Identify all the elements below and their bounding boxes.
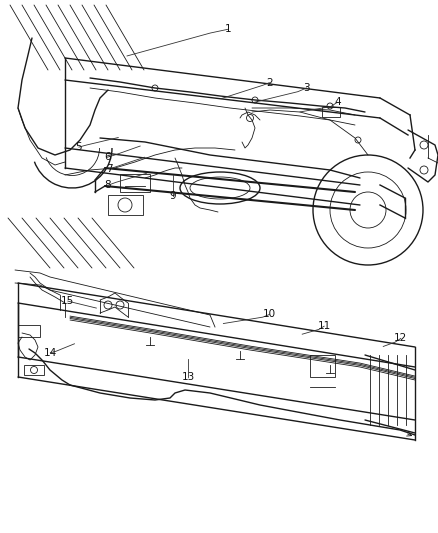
Text: 3: 3 (303, 83, 310, 93)
Bar (24, 365, 44, 375)
Text: 15: 15 (61, 296, 74, 306)
Text: 2: 2 (266, 78, 273, 87)
Bar (310, 355, 335, 377)
Bar (108, 195, 143, 215)
Text: 1: 1 (224, 25, 231, 34)
Bar (120, 174, 150, 192)
Text: 14: 14 (44, 348, 57, 358)
Bar (18, 325, 40, 337)
Text: 6: 6 (104, 152, 111, 162)
Bar (322, 107, 340, 117)
Text: 13: 13 (182, 373, 195, 382)
Text: 11: 11 (318, 321, 331, 331)
Text: 10: 10 (263, 310, 276, 319)
Text: 8: 8 (104, 181, 111, 190)
Text: 4: 4 (334, 98, 341, 107)
Text: 5: 5 (75, 142, 82, 152)
Text: 12: 12 (394, 334, 407, 343)
Text: 9: 9 (170, 191, 177, 201)
Text: 7: 7 (106, 164, 113, 174)
